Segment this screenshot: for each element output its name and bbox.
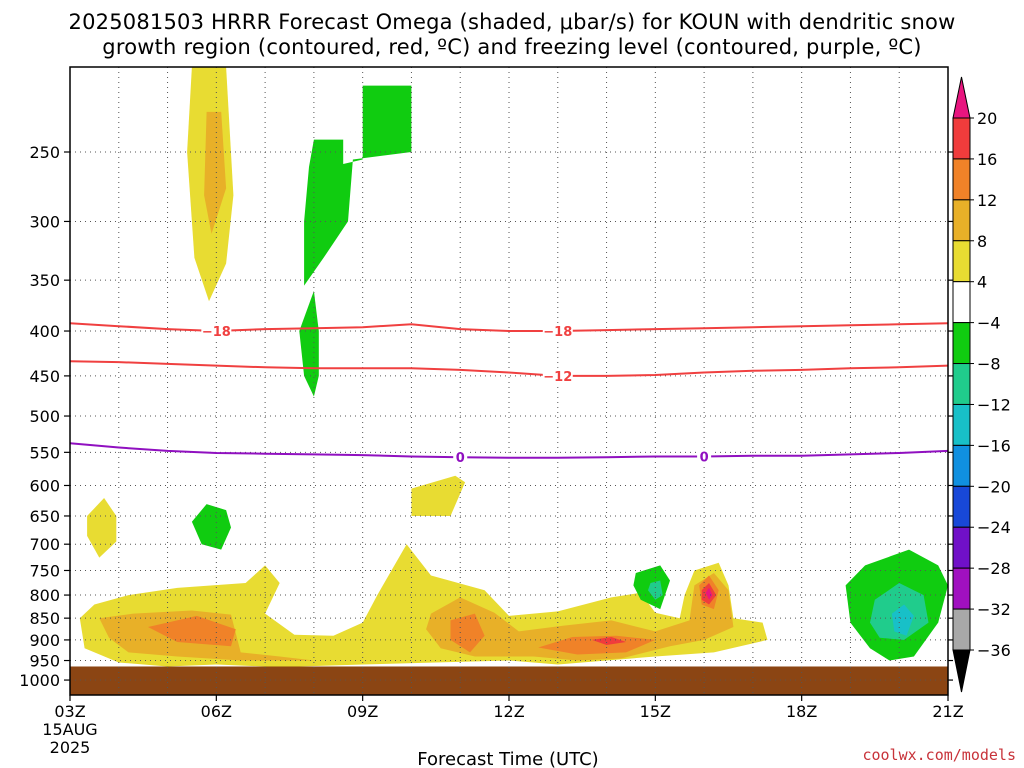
y-tick-label: 750 (29, 561, 60, 580)
y-tick-label: 600 (29, 476, 60, 495)
colorbar-swatch (952, 281, 971, 324)
omega-shading-layer (79, 67, 948, 667)
x-tick-label: 12Z (493, 702, 524, 721)
y-tick-label: 950 (29, 652, 60, 671)
y-tick-label: 850 (29, 609, 60, 628)
colorbar-swatch (952, 485, 971, 528)
x-tick-label: 18Z (786, 702, 817, 721)
colorbar-swatch (952, 117, 971, 160)
colorbar-label: 4 (977, 273, 987, 292)
y-tick-label: 400 (29, 322, 60, 341)
colorbar-label: −4 (977, 314, 1001, 333)
colorbar-label: −8 (977, 355, 1001, 374)
y-tick-label: 550 (29, 443, 60, 462)
omega-region-18 (648, 580, 663, 600)
x-tick-label: 15Z (640, 702, 671, 721)
x-tick-date-label: 15AUG (42, 720, 97, 739)
omega-region-4 (411, 475, 466, 516)
contour--12 (70, 360, 948, 377)
colorbar-label: −12 (977, 395, 1011, 414)
y-tick-label: 900 (29, 631, 60, 650)
y-tick-label: 800 (29, 586, 60, 605)
omega-region-10 (148, 615, 236, 647)
omega-region-5 (87, 498, 117, 558)
colorbar-swatch (952, 363, 971, 405)
contour-label-0: 0 (456, 451, 465, 466)
omega-region-14 (591, 637, 627, 645)
y-tick-label: 450 (29, 367, 60, 386)
contour-label--18: −18 (543, 325, 572, 340)
contour-label--18: −18 (202, 325, 231, 340)
omega-region-12 (538, 635, 656, 655)
colorbar-label: −16 (977, 436, 1011, 455)
colorbar: 20 16 12 8 4 −4 −8 −12 −16 −20 −24 −28 −32 −36 (952, 76, 1011, 693)
colorbar-label: −36 (977, 641, 1011, 660)
omega-region-6 (191, 504, 231, 550)
colorbar-swatch (952, 403, 971, 446)
omega-region-9 (426, 573, 734, 661)
y-tick-label: 250 (29, 143, 60, 162)
omega-region-16 (705, 587, 713, 600)
x-tick-label: 06Z (201, 702, 232, 721)
colorbar-label: −32 (977, 600, 1011, 619)
contour-label-bg (542, 367, 573, 384)
contour-label-bg (697, 448, 712, 465)
x-tick-label: 03Z (54, 702, 85, 721)
x-tick-label: 09Z (347, 702, 378, 721)
colorbar-swatch (952, 158, 971, 201)
x-axis-label: Forecast Time (UTC) (417, 749, 598, 768)
y-tick-label: 650 (29, 507, 60, 526)
omega-region-1 (204, 111, 227, 234)
y-tick-label: 300 (29, 212, 60, 231)
y-tick-label: 700 (29, 535, 60, 554)
colorbar-swatch (952, 240, 971, 283)
contour-label-bg (453, 449, 468, 466)
colorbar-top-tip (952, 76, 971, 119)
colorbar-swatch (952, 444, 971, 487)
omega-region-11 (450, 613, 485, 653)
colorbar-swatch (952, 567, 971, 610)
chart-title-line-1: 2025081503 HRRR Forecast Omega (shaded, … (68, 10, 956, 34)
chart-title-line-2: growth region (contoured, red, ºC) and f… (102, 35, 922, 59)
colorbar-bottom-tip (952, 649, 971, 693)
axis-layer: 250 300 350 400 450 500 550 600 650 700 750 800 850 9… (19, 143, 963, 757)
contour-label-bg (201, 323, 232, 340)
colorbar-swatch (952, 526, 971, 569)
y-tick-label: 1000 (19, 671, 60, 690)
ground-surface (70, 666, 948, 695)
colorbar-swatch (952, 199, 971, 242)
colorbar-label: 16 (977, 150, 997, 169)
omega-region-21 (891, 604, 914, 636)
colorbar-swatch (952, 608, 971, 651)
y-tick-label: 500 (29, 407, 60, 426)
x-tick-label: 21Z (932, 702, 963, 721)
y-tick-label: 350 (29, 271, 60, 290)
credit-text: coolwx.com/models (862, 746, 1016, 764)
colorbar-label: −20 (977, 477, 1011, 496)
contour-label-bg (542, 323, 573, 340)
contour-label-0: 0 (700, 450, 709, 465)
colorbar-label: 12 (977, 191, 997, 210)
colorbar-label: −28 (977, 559, 1011, 578)
colorbar-swatch (952, 322, 971, 365)
colorbar-label: 20 (977, 109, 997, 128)
x-tick-date-label: 2025 (50, 738, 91, 757)
omega-region-2 (304, 85, 412, 286)
colorbar-label: 8 (977, 232, 987, 251)
contour-0 (70, 442, 948, 459)
contour-layer: −18 −18 −12 0 0 (70, 322, 948, 466)
omega-region-3 (299, 290, 319, 397)
contour-label--12: −12 (543, 370, 572, 385)
ground-layer (70, 666, 948, 695)
colorbar-label: −24 (977, 518, 1011, 537)
